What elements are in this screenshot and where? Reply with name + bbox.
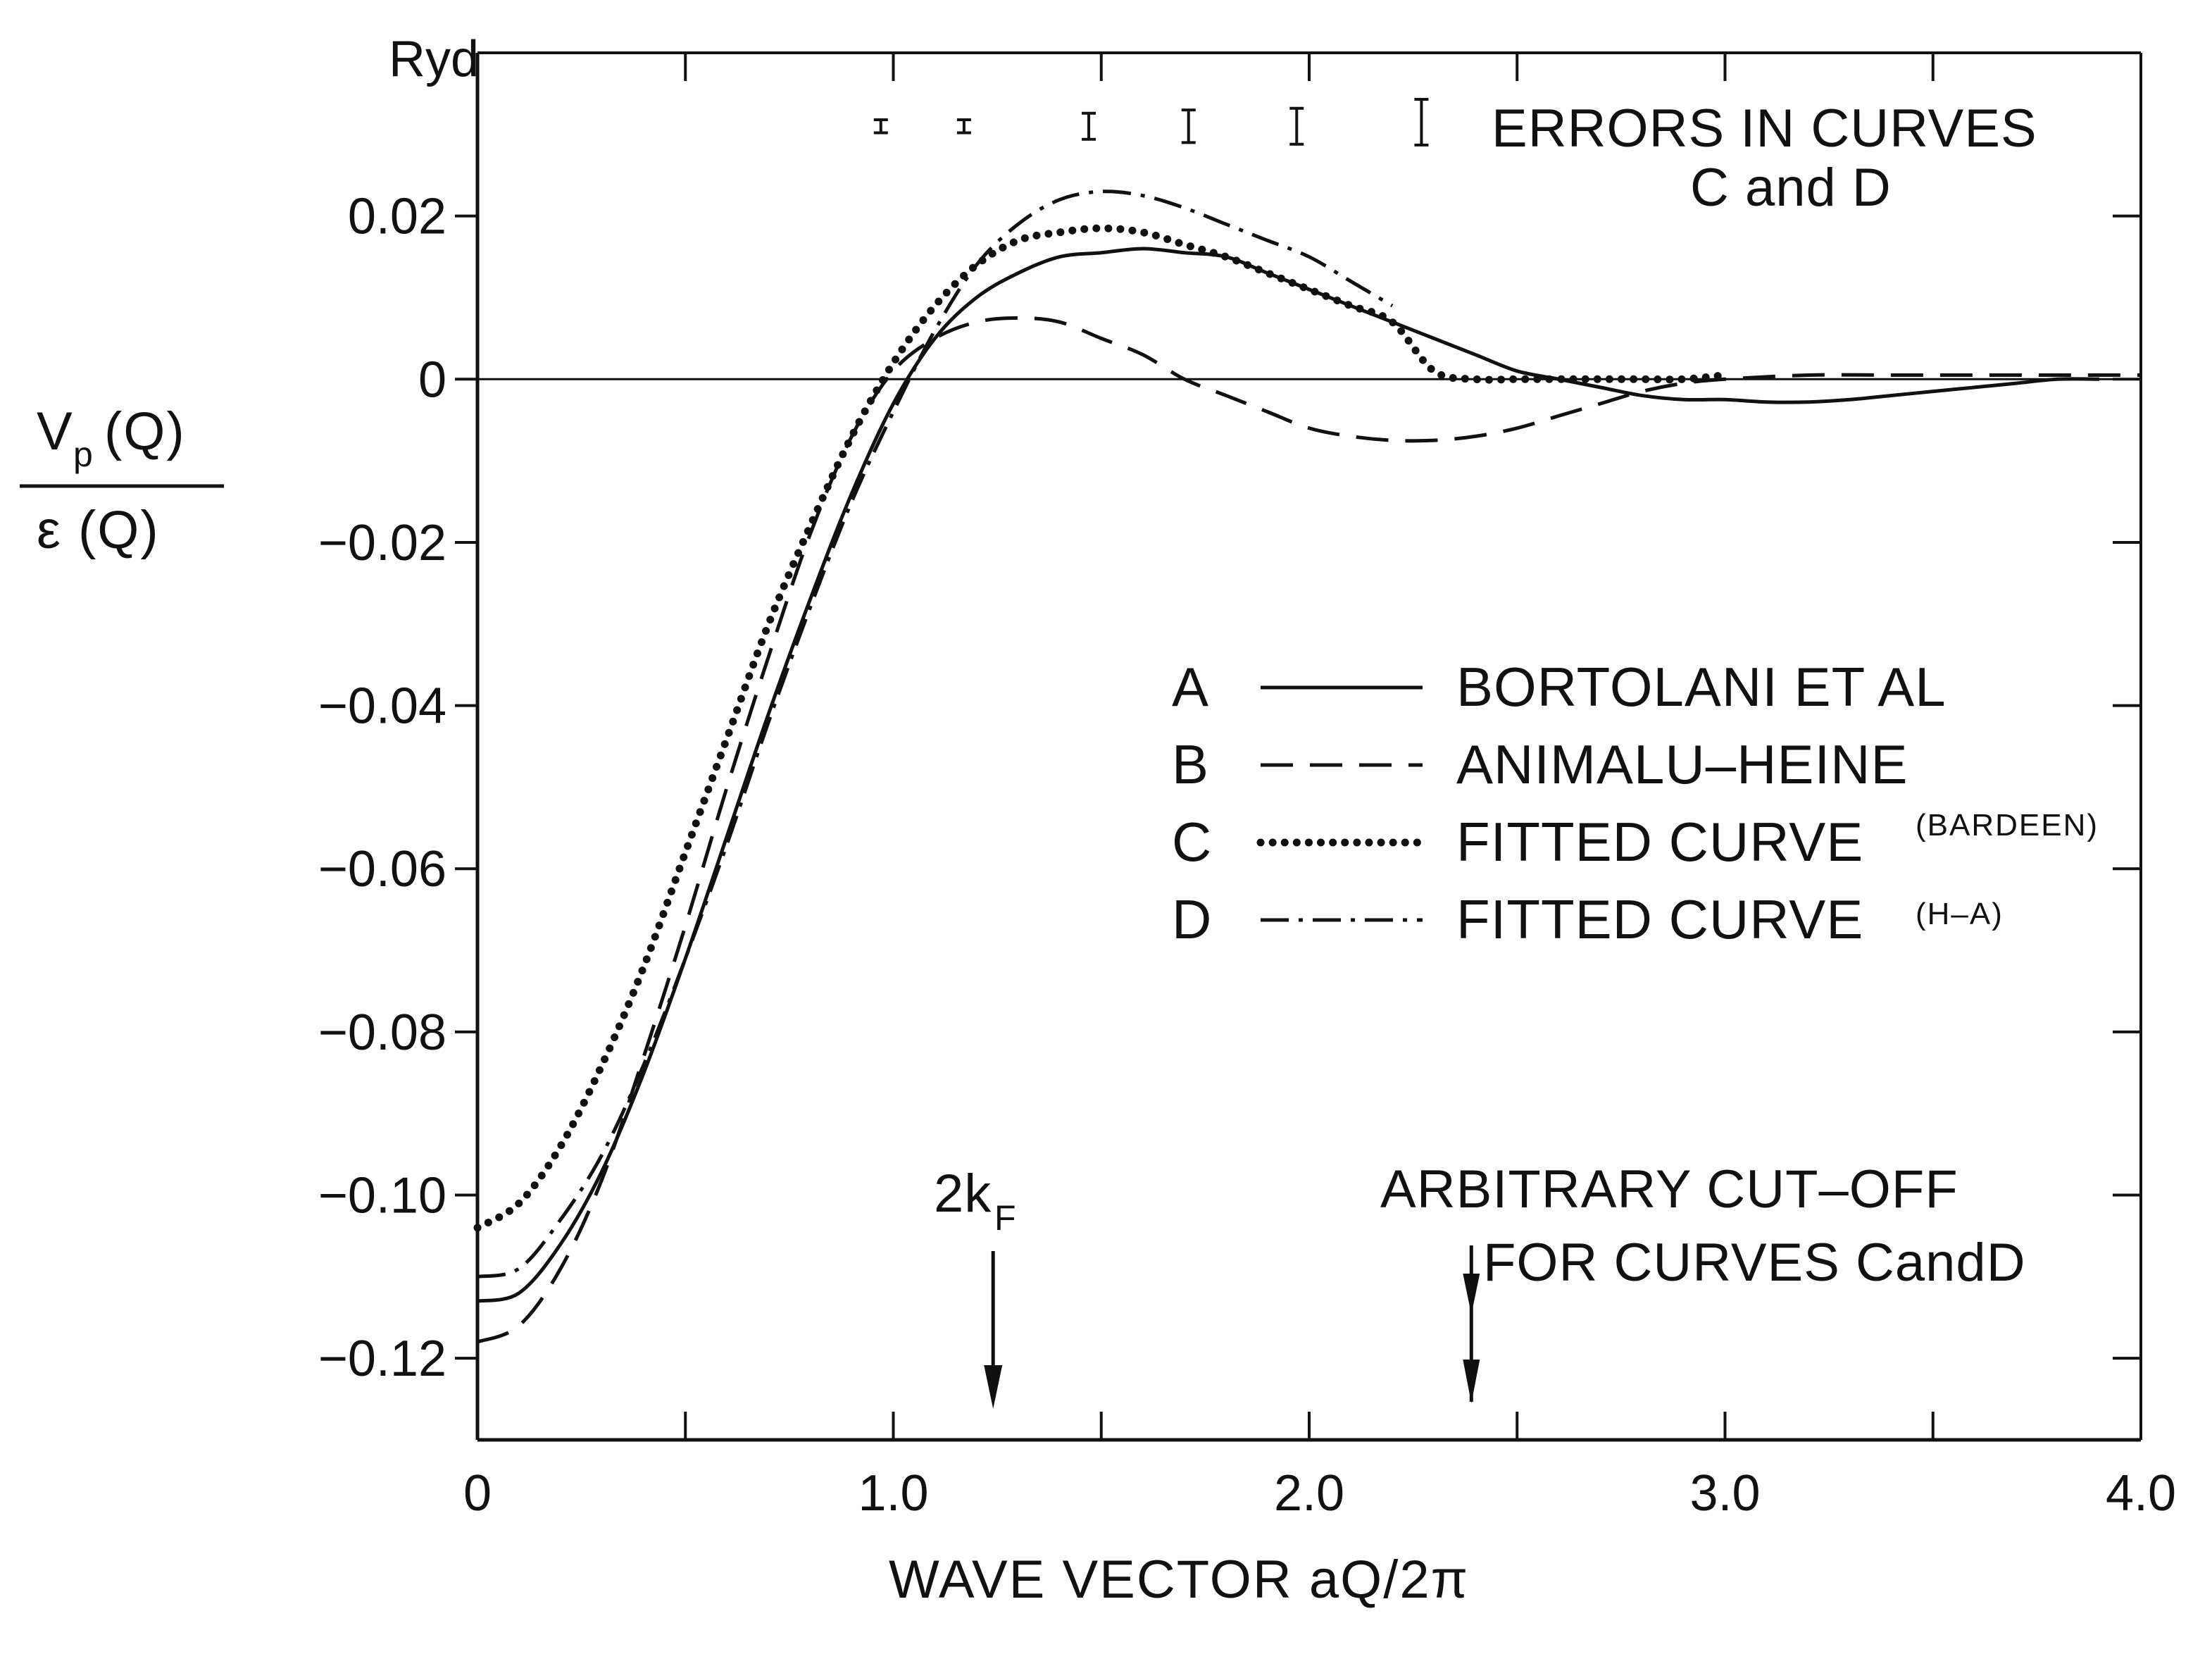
legend-letter-c: C: [1172, 811, 1212, 873]
y-title-denominator: ε (Q): [37, 500, 160, 560]
annotation-cutoff-line1: ARBITRARY CUT–OFF: [1380, 1159, 1958, 1219]
annotation-cutoff-arrowhead-mid: [1463, 1274, 1480, 1314]
error-bar: [1414, 98, 1429, 147]
legend: A BORTOLANI ET AL B ANIMALU–HEINE C FITT…: [1172, 656, 2099, 950]
legend-name-c: FITTED CURVE: [1456, 811, 1863, 873]
legend-suffix-d: (H–A): [1916, 897, 2004, 931]
y-tick-label: −0.04: [318, 678, 446, 735]
curve-d: [477, 189, 1394, 1279]
error-bar: [956, 118, 971, 135]
error-label-line2: C and D: [1690, 158, 1892, 218]
legend-name-d: FITTED CURVE: [1456, 888, 1863, 950]
y-tick-label: 0.02: [348, 189, 446, 245]
axis-tick-labels: 0 1.0 2.0 3.0 4.0 0.02 0 −0.02 −0.04 −0.06 −0.08 −0…: [318, 189, 2176, 1522]
x-axis-title: WAVE VECTOR aQ/2π: [889, 1550, 1469, 1610]
annotation-2kf: 2k F: [934, 1164, 1016, 1409]
y-axis-title: V p (Q) ε (Q): [20, 402, 224, 560]
error-label-line1: ERRORS IN CURVES: [1492, 99, 2037, 158]
annotation-cutoff: ARBITRARY CUT–OFF FOR CURVES CandD: [1380, 1159, 2026, 1403]
y-tick-label: −0.02: [318, 515, 446, 571]
legend-name-b: ANIMALU–HEINE: [1456, 733, 1908, 795]
annotation-2kf-sub: F: [994, 1198, 1016, 1238]
annotation-2kf-arrowhead: [984, 1365, 1003, 1409]
y-tick-label: −0.08: [318, 1005, 446, 1061]
x-tick-label: 4.0: [2106, 1465, 2176, 1522]
legend-letter-a: A: [1172, 656, 1209, 718]
axis-ticks: [455, 53, 2142, 1440]
curve-c: [473, 224, 1729, 1232]
legend-letter-d: D: [1172, 888, 1212, 950]
error-bar: [1181, 108, 1196, 144]
y-unit-label: Ryd: [389, 31, 479, 87]
annotation-cutoff-arrowhead-end: [1463, 1360, 1480, 1403]
curve-a: [477, 247, 2099, 1303]
legend-suffix-c: (BARDEEN): [1916, 808, 2099, 842]
error-bar: [1082, 111, 1096, 141]
y-title-numerator: V: [37, 402, 74, 461]
y-tick-label: 0: [418, 352, 446, 408]
error-bar: [1289, 106, 1304, 146]
x-tick-label: 1.0: [858, 1465, 928, 1522]
y-tick-label: −0.12: [318, 1331, 446, 1387]
annotation-2kf-main: 2k: [934, 1164, 992, 1224]
curves: [473, 189, 2141, 1344]
y-tick-label: −0.06: [318, 841, 446, 897]
error-bar: [873, 118, 888, 135]
legend-letter-b: B: [1172, 733, 1209, 795]
annotation-cutoff-line2: FOR CURVES CandD: [1483, 1233, 2026, 1293]
y-title-numerator-sub: p: [73, 435, 93, 474]
x-tick-label: 2.0: [1274, 1465, 1344, 1522]
error-bars: [873, 98, 1429, 147]
legend-name-a: BORTOLANI ET AL: [1456, 656, 1947, 718]
y-title-numerator-arg: (Q): [104, 402, 186, 461]
x-tick-label: 3.0: [1689, 1465, 1760, 1522]
y-tick-label: −0.10: [318, 1168, 446, 1224]
x-tick-label: 0: [463, 1465, 492, 1522]
